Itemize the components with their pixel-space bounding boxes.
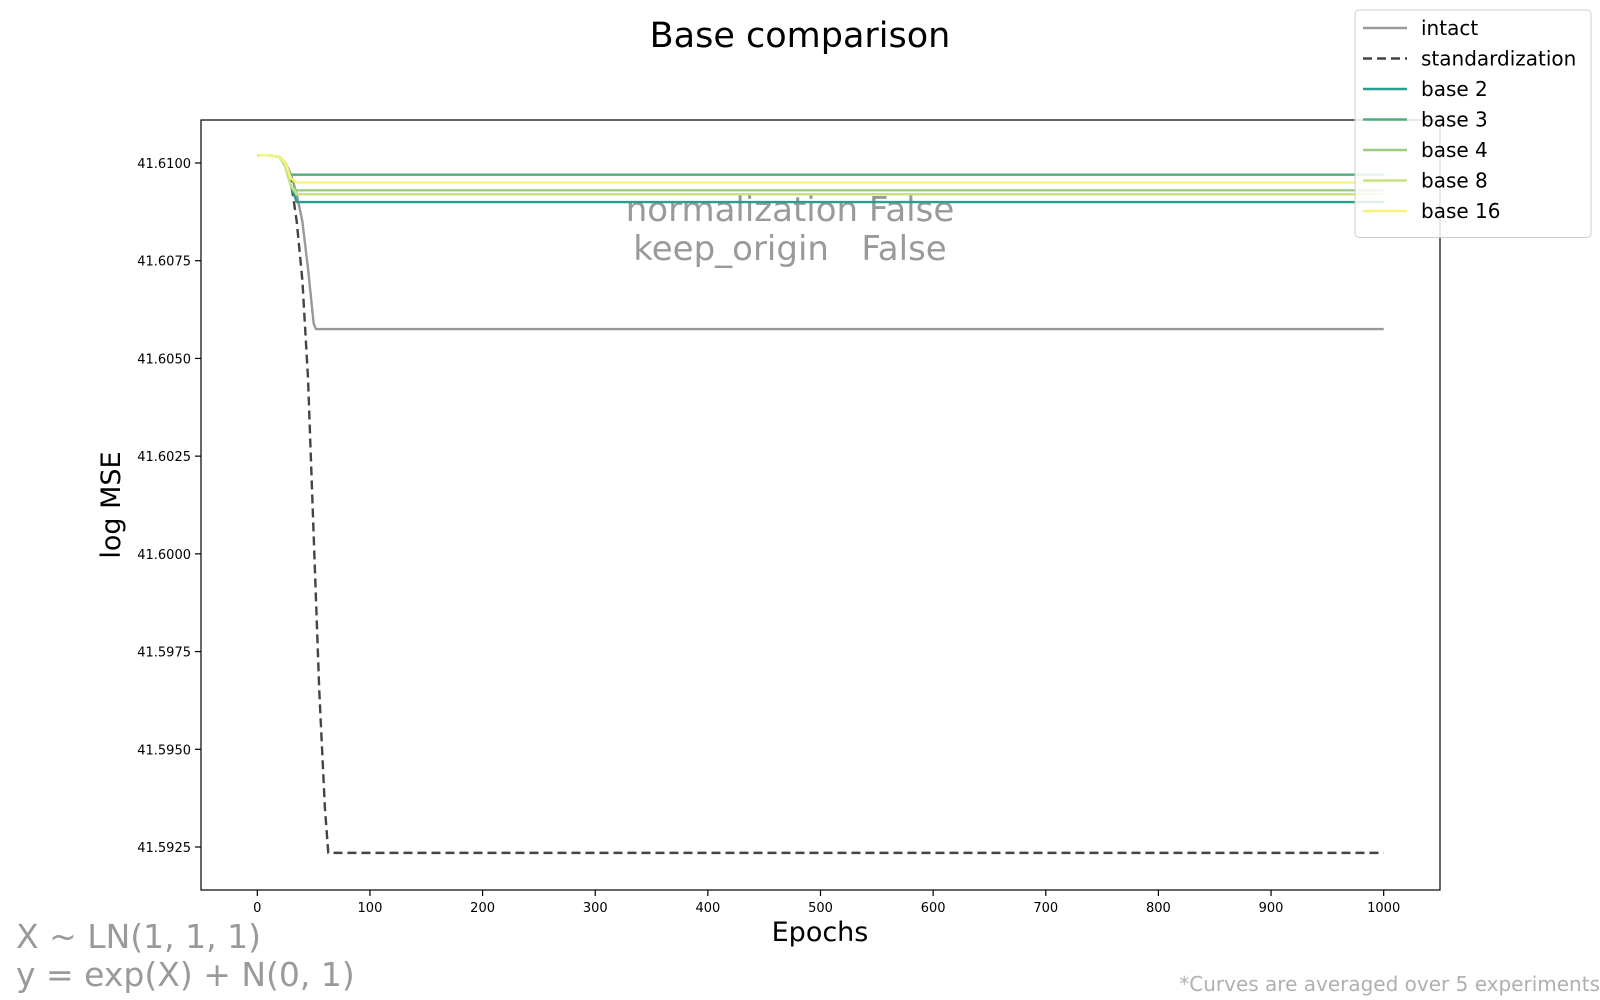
y-axis-label: log MSE [96,451,127,558]
x-axis-ticks: 0 100 200 300 400 500 600 700 800 900 1000 [253,890,1400,916]
y-tick-label: 41.5975 [137,646,191,661]
y-axis-ticks: 41.5925 41.5950 41.5975 41.6000 41.6025 41.60… [137,157,201,856]
x-axis-label: Epochs [772,917,869,948]
x-tick-label: 800 [1146,901,1171,916]
x-tick-label: 300 [583,901,608,916]
y-tick-label: 41.5950 [137,743,191,758]
chart-title: Base comparison [650,16,951,56]
x-tick-label: 700 [1033,901,1058,916]
y-tick-label: 41.6050 [137,352,191,367]
y-tick-label: 41.6100 [137,157,191,172]
annotation-line: normalization False [626,190,955,230]
series-line-base-16 [257,153,1384,184]
legend-label: base 2 [1421,77,1488,101]
legend: intact standardization base 2 base 3 base 4 b… [1354,9,1592,238]
legend-label: base 4 [1421,138,1488,162]
formula-distribution: X ~ LN(1, 1, 1) [16,917,262,956]
x-tick-label: 0 [253,901,261,916]
legend-label: base 16 [1421,199,1500,223]
legend-label: base 3 [1421,108,1488,132]
footnote: *Curves are averaged over 5 experiments [1179,972,1600,996]
y-tick-label: 41.6000 [137,548,191,563]
legend-label: standardization [1421,47,1576,71]
formula-target: y = exp(X) + N(0, 1) [16,955,355,994]
annotation-line: keep_origin False [633,229,946,269]
x-tick-label: 600 [921,901,946,916]
series-line-base-4 [257,153,1384,192]
x-tick-label: 1000 [1367,901,1400,916]
series-line-base-3 [257,153,1384,176]
x-tick-label: 500 [808,901,833,916]
series-lines [257,153,1384,855]
y-tick-label: 41.6075 [137,255,191,270]
x-tick-label: 400 [695,901,720,916]
x-tick-label: 100 [358,901,383,916]
y-tick-label: 41.6025 [137,450,191,465]
series-line-standardization [257,153,1384,855]
y-tick-label: 41.5925 [137,841,191,856]
legend-label: intact [1421,16,1478,40]
x-tick-label: 900 [1259,901,1284,916]
legend-label: base 8 [1421,169,1488,193]
legend-box [1354,9,1592,238]
x-tick-label: 200 [470,901,495,916]
